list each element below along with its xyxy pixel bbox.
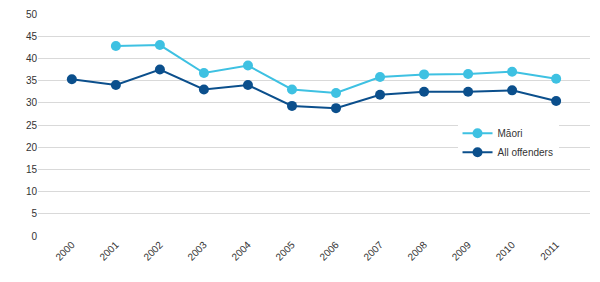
- svg-text:2003: 2003: [185, 239, 209, 263]
- svg-text:50: 50: [26, 9, 38, 20]
- svg-text:35: 35: [26, 75, 38, 86]
- svg-text:2006: 2006: [317, 239, 341, 263]
- svg-text:2000: 2000: [53, 239, 77, 263]
- svg-text:0: 0: [31, 231, 37, 242]
- svg-text:2007: 2007: [361, 239, 385, 263]
- svg-text:20: 20: [26, 142, 38, 153]
- svg-text:15: 15: [26, 164, 38, 175]
- svg-text:45: 45: [26, 31, 38, 42]
- svg-text:2010: 2010: [494, 239, 518, 263]
- svg-text:2002: 2002: [141, 239, 165, 263]
- svg-text:40: 40: [26, 53, 38, 64]
- svg-text:2011: 2011: [538, 239, 561, 262]
- svg-text:All offenders: All offenders: [498, 147, 553, 158]
- svg-text:10: 10: [26, 186, 38, 197]
- svg-text:2008: 2008: [406, 239, 430, 263]
- svg-text:Māori: Māori: [498, 128, 523, 139]
- svg-text:2001: 2001: [97, 239, 121, 263]
- svg-text:2005: 2005: [273, 239, 297, 263]
- svg-text:5: 5: [31, 208, 37, 219]
- svg-text:2009: 2009: [450, 239, 474, 263]
- svg-text:25: 25: [26, 120, 38, 131]
- svg-text:30: 30: [26, 97, 38, 108]
- svg-text:2004: 2004: [229, 239, 253, 263]
